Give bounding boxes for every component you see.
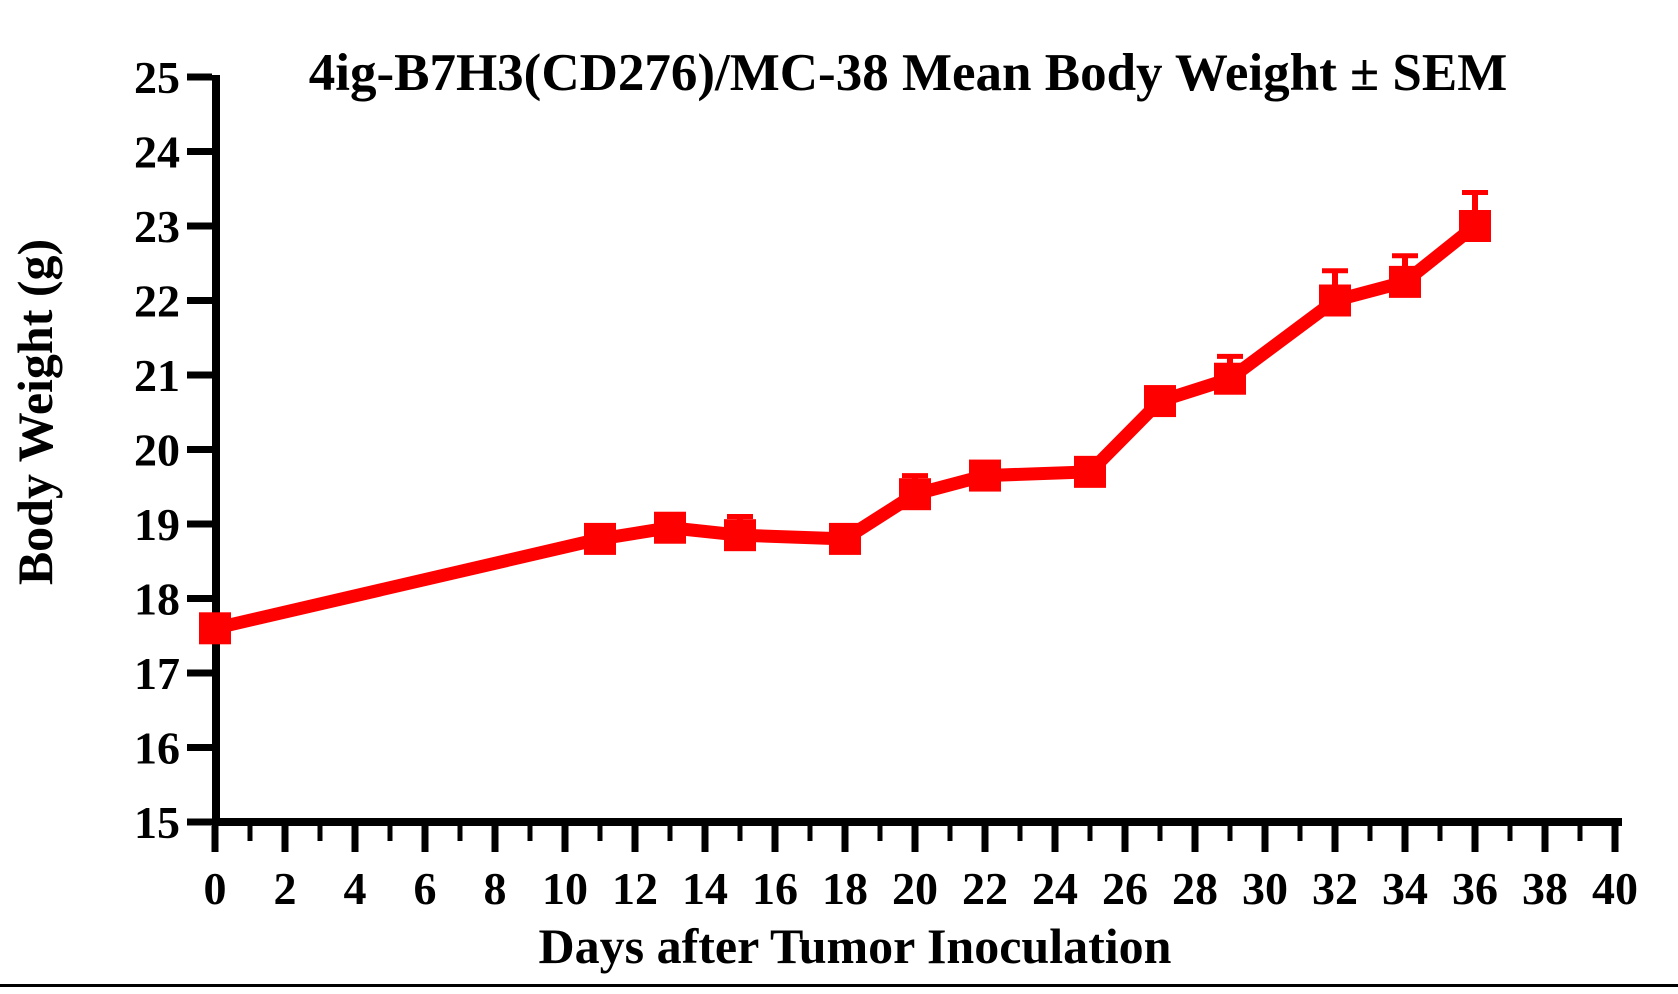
x-tick-label: 16 [752,863,798,914]
data-point [1459,210,1491,242]
data-point [584,522,616,555]
series-line [213,220,1480,635]
y-tick-label: 24 [134,127,180,178]
data-point [1389,265,1421,298]
y-tick-label: 22 [134,276,180,327]
x-tick-label: 10 [542,863,588,914]
x-tick-label: 8 [484,863,507,914]
x-tick-label: 32 [1312,863,1358,914]
x-tick-label: 6 [414,863,437,914]
x-tick-label: 34 [1382,863,1428,914]
data-point [1144,385,1176,418]
y-tick-label: 18 [134,574,180,625]
x-tick-label: 18 [822,863,868,914]
chart-title: 4ig-B7H3(CD276)/MC-38 Mean Body Weight ±… [309,44,1508,102]
x-tick-label: 20 [892,863,938,914]
data-point [654,511,686,544]
x-tick-label: 36 [1452,863,1498,914]
data-point [899,478,931,511]
data-point [1319,284,1351,317]
data-point [969,459,1001,492]
y-tick-label: 15 [134,797,180,848]
x-tick-label: 14 [682,863,728,914]
y-tick-label: 19 [134,499,180,550]
x-axis-title: Days after Tumor Inoculation [539,918,1172,974]
y-tick-label: 17 [134,648,180,699]
data-point [724,519,756,552]
x-tick-label: 26 [1102,863,1148,914]
x-tick-label: 24 [1032,863,1078,914]
y-tick-label: 23 [134,201,180,252]
x-tick-label: 12 [612,863,658,914]
y-tick-label: 25 [134,52,180,103]
x-tick-label: 22 [962,863,1008,914]
y-axis-title: Body Weight (g) [7,239,63,585]
x-tick-label: 38 [1522,863,1568,914]
y-tick-label: 20 [134,425,180,476]
data-point [199,612,231,645]
bottom-divider [0,984,1678,987]
series-layer [199,189,1491,645]
x-tick-label: 4 [344,863,367,914]
y-tick-label: 21 [134,350,180,401]
x-tick-label: 0 [204,863,227,914]
x-tick-label: 30 [1242,863,1288,914]
y-tick-label: 16 [134,723,180,774]
data-point [1214,362,1246,395]
x-tick-label: 2 [274,863,297,914]
x-tick-label: 28 [1172,863,1218,914]
x-tick-label: 40 [1592,863,1638,914]
data-point [829,522,861,555]
data-point [1074,455,1106,488]
